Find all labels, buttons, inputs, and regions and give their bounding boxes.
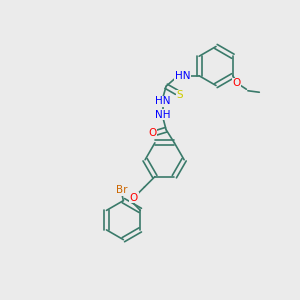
Text: HN: HN [155, 96, 171, 106]
Text: NH: NH [155, 110, 171, 120]
Text: O: O [148, 128, 157, 138]
Text: S: S [176, 90, 183, 100]
Text: O: O [130, 193, 138, 202]
Text: HN: HN [175, 71, 190, 81]
Text: O: O [232, 78, 241, 88]
Text: Br: Br [116, 185, 128, 195]
